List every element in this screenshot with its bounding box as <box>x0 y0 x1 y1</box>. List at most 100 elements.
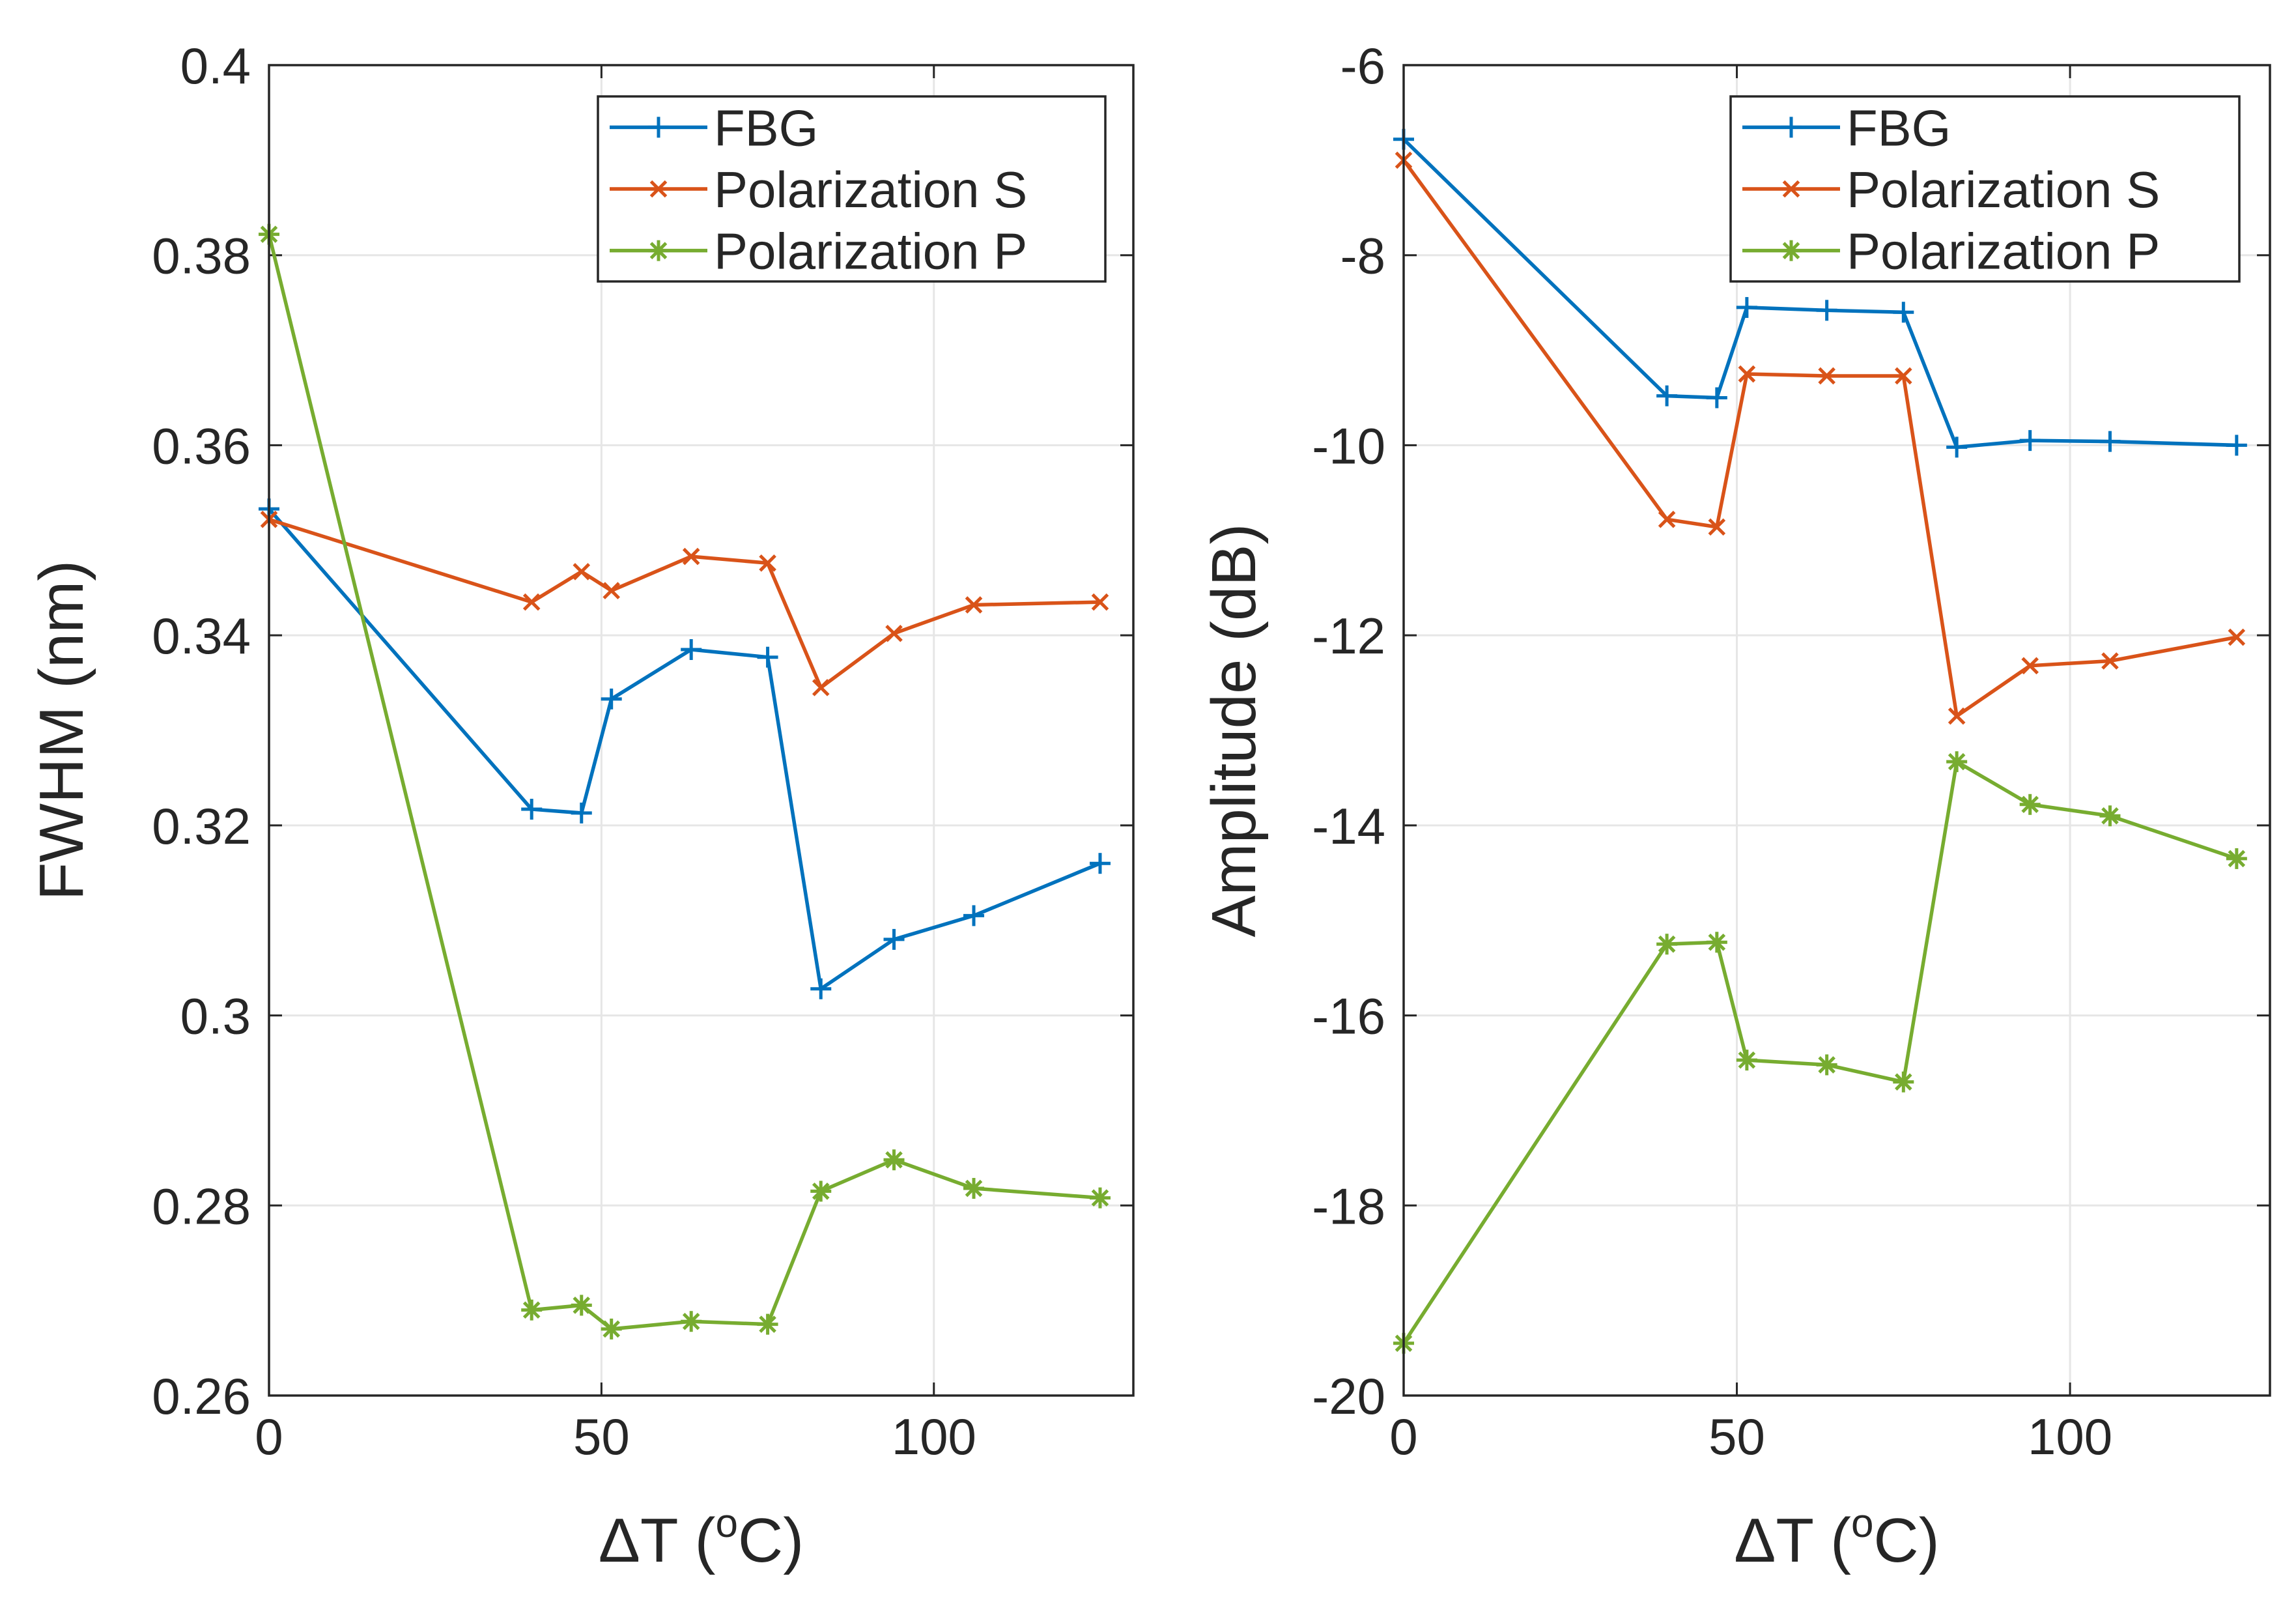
legend-item: Polarization S <box>1742 161 2160 218</box>
y-tick-label: -18 <box>1312 1177 1385 1235</box>
legend-marker <box>1782 180 1800 198</box>
y-tick-label: 0.3 <box>180 988 251 1045</box>
series-line <box>1402 137 2237 450</box>
data-point <box>1089 853 1111 874</box>
y-tick-label: 0.36 <box>152 417 251 474</box>
data-point <box>522 593 541 611</box>
y-tick-label: -14 <box>1312 797 1385 855</box>
plot-area <box>269 65 1133 1396</box>
axes-box <box>1402 64 2271 1397</box>
x-tick-label: 50 <box>1708 1408 1765 1465</box>
series-fbg <box>259 498 1111 999</box>
legend-marker <box>648 117 669 138</box>
data-point <box>681 1311 702 1332</box>
data-point <box>1895 367 1912 385</box>
y-tick-label: -16 <box>1312 988 1385 1045</box>
data-point <box>2019 430 2041 451</box>
data-point <box>1656 385 1678 407</box>
data-point <box>963 905 985 926</box>
data-point <box>1818 367 1835 385</box>
data-point <box>2226 435 2247 456</box>
legend-item: Polarization P <box>610 223 1027 280</box>
y-axis-label: FWHM (nm) <box>27 560 96 901</box>
legend-item: FBG <box>610 99 818 156</box>
data-point <box>521 1299 543 1321</box>
data-point <box>682 547 700 566</box>
x-axis-label: ΔT (oC) <box>599 1501 804 1575</box>
data-point <box>965 596 983 614</box>
y-tick-label: 0.26 <box>152 1368 251 1425</box>
data-point <box>1946 437 1968 458</box>
data-point <box>1706 387 1727 408</box>
data-point <box>1948 707 1966 725</box>
legend-item: Polarization P <box>1742 223 2160 280</box>
data-point <box>1656 934 1678 955</box>
data-point <box>757 1313 778 1335</box>
data-point <box>2099 431 2121 452</box>
data-point <box>883 1149 905 1171</box>
data-point <box>2101 652 2119 670</box>
data-point <box>573 563 591 580</box>
x-tick-label: 0 <box>1389 1408 1417 1465</box>
x-axis-label: ΔT (oC) <box>1734 1501 1939 1575</box>
axes-box <box>268 64 1135 1397</box>
data-point <box>1893 302 1914 323</box>
data-point <box>601 688 622 709</box>
y-tick-label: 0.38 <box>152 227 251 285</box>
series-fbg <box>1393 128 2247 458</box>
legend-label: FBG <box>1847 99 1951 156</box>
data-point <box>759 554 776 572</box>
y-tick-label: -10 <box>1312 417 1385 474</box>
legend-marker <box>649 180 668 198</box>
legend-label: Polarization P <box>714 223 1027 280</box>
data-point <box>885 624 903 642</box>
data-point <box>1658 510 1676 528</box>
series-line <box>268 517 1101 690</box>
x-tick-label: 100 <box>2028 1408 2112 1465</box>
data-point <box>2099 805 2121 827</box>
x-tick-label: 0 <box>255 1408 283 1465</box>
x-axis-label-main: ΔT ( <box>599 1506 716 1575</box>
data-point <box>2019 794 2041 815</box>
series-line <box>267 508 1101 991</box>
amplitude-chart: 0 50 100 -20 -18 -16 -14 -12 -10 -8 -6 ΔT (oC) Ampli… <box>1199 37 2271 1575</box>
x-axis-label-tail: C) <box>1873 1506 1939 1575</box>
y-tick-label: -6 <box>1340 37 1385 94</box>
series-line <box>267 233 1101 1331</box>
data-point <box>810 1181 832 1202</box>
x-axis-label-superscript: o <box>1851 1501 1873 1546</box>
data-point <box>810 978 832 999</box>
legend-label: FBG <box>714 99 818 156</box>
legend-marker <box>648 240 669 261</box>
y-tick-label: 0.28 <box>152 1177 251 1235</box>
series-polarization-s <box>260 510 1109 696</box>
x-tick-label: 50 <box>573 1408 630 1465</box>
plot-area <box>1404 65 2270 1396</box>
data-point <box>601 1318 622 1340</box>
data-point <box>1706 932 1727 953</box>
x-axis-label-tail: C) <box>738 1506 804 1575</box>
x-axis-label-main: ΔT ( <box>1734 1506 1851 1575</box>
data-point <box>1946 751 1968 773</box>
data-point <box>2021 657 2039 675</box>
y-tick-label: -20 <box>1312 1368 1385 1425</box>
series-polarization-p <box>1393 751 2247 1354</box>
series-line <box>1402 760 2237 1345</box>
data-point <box>1816 1054 1837 1076</box>
data-point <box>602 582 620 599</box>
data-point <box>1708 518 1726 536</box>
data-point <box>963 1178 985 1199</box>
data-point <box>1089 1187 1111 1209</box>
legend-marker <box>1781 117 1802 138</box>
data-point <box>521 799 543 820</box>
legend-item: FBG <box>1742 99 1951 156</box>
data-point <box>812 679 830 696</box>
data-point <box>1091 593 1109 611</box>
legend-label: Polarization S <box>1847 161 2160 218</box>
data-point <box>571 802 592 824</box>
legend-marker <box>1781 240 1802 261</box>
data-point <box>1736 296 1757 318</box>
y-tick-label: 0.34 <box>152 607 251 665</box>
